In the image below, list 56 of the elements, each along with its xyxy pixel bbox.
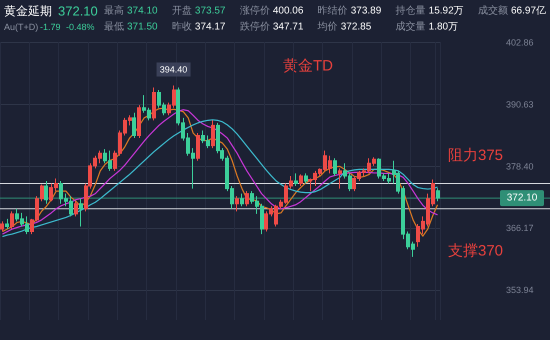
- text: 373.57: [194, 6, 226, 16]
- text: 372.10: [58, 4, 98, 18]
- text: 15.92万: [428, 6, 464, 16]
- text: 66.97亿: [510, 6, 546, 16]
- candlestick: [338, 168, 342, 190]
- ref-line-label: 支撑370: [448, 242, 504, 260]
- text: 374.17: [194, 22, 226, 32]
- candlestick: [5, 218, 9, 230]
- text: 347.71: [272, 22, 304, 32]
- candlestick: [0, 220, 4, 232]
- y-tick-label: 378.40: [506, 161, 534, 172]
- y-tick-label: 353.94: [506, 284, 534, 295]
- candlestick: [211, 120, 215, 149]
- text: 成交额: [478, 4, 508, 16]
- ref-line-label: 阻力375: [448, 147, 504, 164]
- text: 昨收: [172, 20, 192, 32]
- text: Au(T+D): [4, 22, 38, 32]
- y-tick-label: 366.17: [506, 223, 534, 234]
- text: 昨结价: [318, 4, 348, 16]
- candlestick: [235, 196, 239, 212]
- text: 1.80万: [428, 22, 458, 32]
- candlestick: [44, 180, 48, 204]
- text: 开盘: [172, 4, 192, 16]
- y-tick-label: 390.63: [506, 100, 534, 110]
- text: 373.89: [350, 6, 382, 16]
- text: 跌停价: [240, 20, 270, 32]
- candlestick: [240, 193, 244, 207]
- text: 371.50: [127, 22, 158, 32]
- ref-line-label: 372.10: [506, 192, 538, 204]
- candlestick: [299, 174, 303, 187]
- y-tick-label: 402.86: [506, 38, 534, 48]
- text: 374.10: [127, 6, 158, 16]
- text: 成交量: [396, 20, 426, 32]
- text: 涨停价: [240, 4, 270, 16]
- text: 最低: [104, 22, 124, 32]
- candlestick: [10, 210, 14, 230]
- candlestick: [436, 188, 440, 202]
- annotation: 394.40: [160, 64, 188, 74]
- text: 持仓量: [396, 4, 426, 16]
- candlestick: [74, 200, 78, 217]
- candlestick: [304, 172, 308, 184]
- candlestick: [152, 86, 156, 121]
- candlestick: [294, 172, 298, 187]
- candlestick: [245, 190, 249, 207]
- text: -0.48%: [66, 22, 95, 32]
- candlestick: [137, 104, 141, 139]
- candlestick: [132, 112, 136, 139]
- text: 400.06: [272, 6, 304, 16]
- text: 黄金延期: [4, 4, 52, 18]
- text: 均价: [316, 20, 338, 32]
- text: 372.85: [340, 22, 372, 32]
- candlestick: [196, 132, 200, 162]
- text: -1.79: [40, 22, 61, 32]
- text: 最高: [104, 4, 124, 16]
- candlestick: [79, 198, 83, 227]
- candlestick: [333, 158, 337, 176]
